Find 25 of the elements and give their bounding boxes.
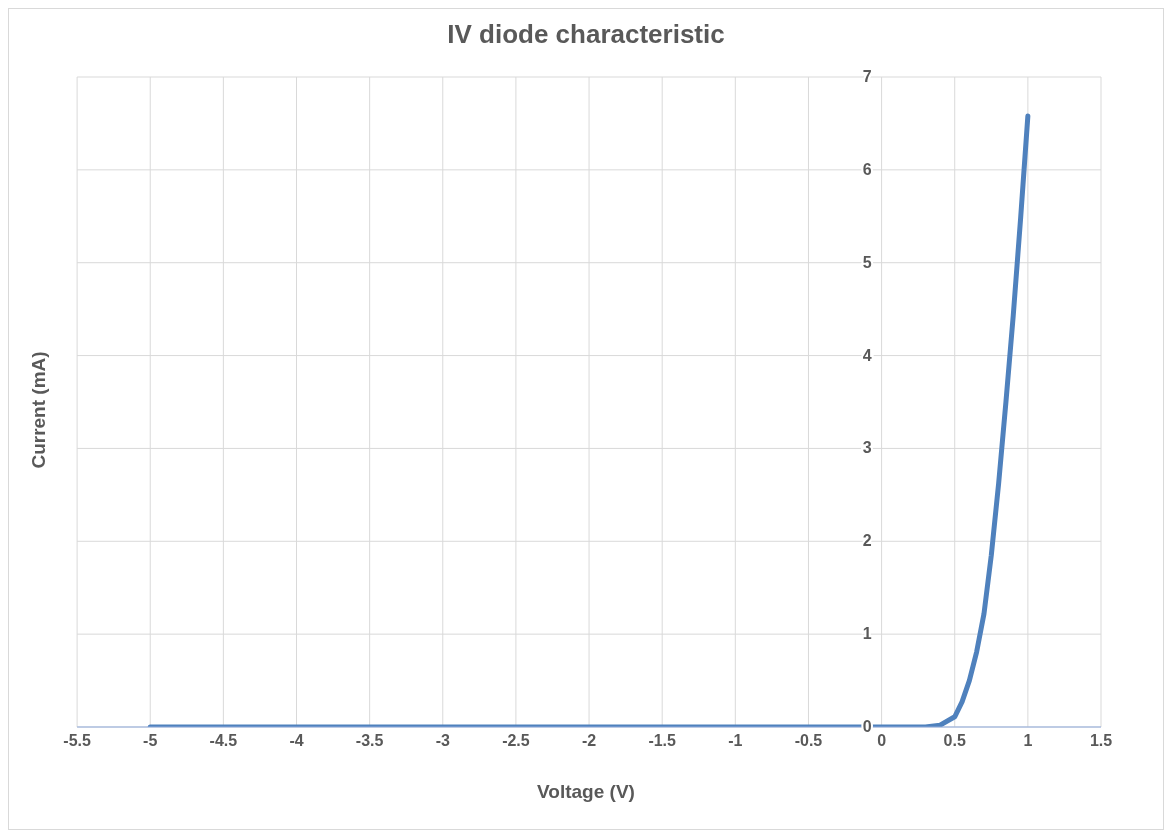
x-tick-label: -1.5 <box>648 732 677 750</box>
y-tick-label: 7 <box>862 68 872 85</box>
x-tick-label: -0.5 <box>794 732 823 750</box>
x-tick-label: 0.5 <box>943 732 966 750</box>
x-tick-label: -1 <box>728 732 743 750</box>
x-tick-label: -2.5 <box>502 732 530 750</box>
y-axis-title: Current (mA) <box>28 351 50 469</box>
x-tick-label: -3 <box>435 732 450 750</box>
y-tick-label: 5 <box>862 253 872 271</box>
chart-title: IV diode characteristic <box>446 19 726 50</box>
x-tick-label: 1 <box>1023 732 1033 750</box>
y-tick-label: 2 <box>862 532 872 550</box>
x-tick-label: -5 <box>143 732 158 750</box>
x-tick-label: -4 <box>289 732 304 750</box>
x-tick-label: -4.5 <box>209 732 238 750</box>
x-tick-label: -3.5 <box>355 732 384 750</box>
x-tick-label: -2 <box>581 732 597 750</box>
x-axis-title: Voltage (V) <box>536 781 636 803</box>
y-tick-label: 4 <box>862 346 872 364</box>
x-tick-label: 0 <box>877 732 887 750</box>
y-tick-label: 6 <box>862 160 872 178</box>
y-tick-label: 3 <box>862 439 872 457</box>
x-tick-label: 1.5 <box>1089 732 1113 750</box>
y-tick-label: 1 <box>862 625 872 643</box>
x-tick-label: -5.5 <box>63 732 91 750</box>
